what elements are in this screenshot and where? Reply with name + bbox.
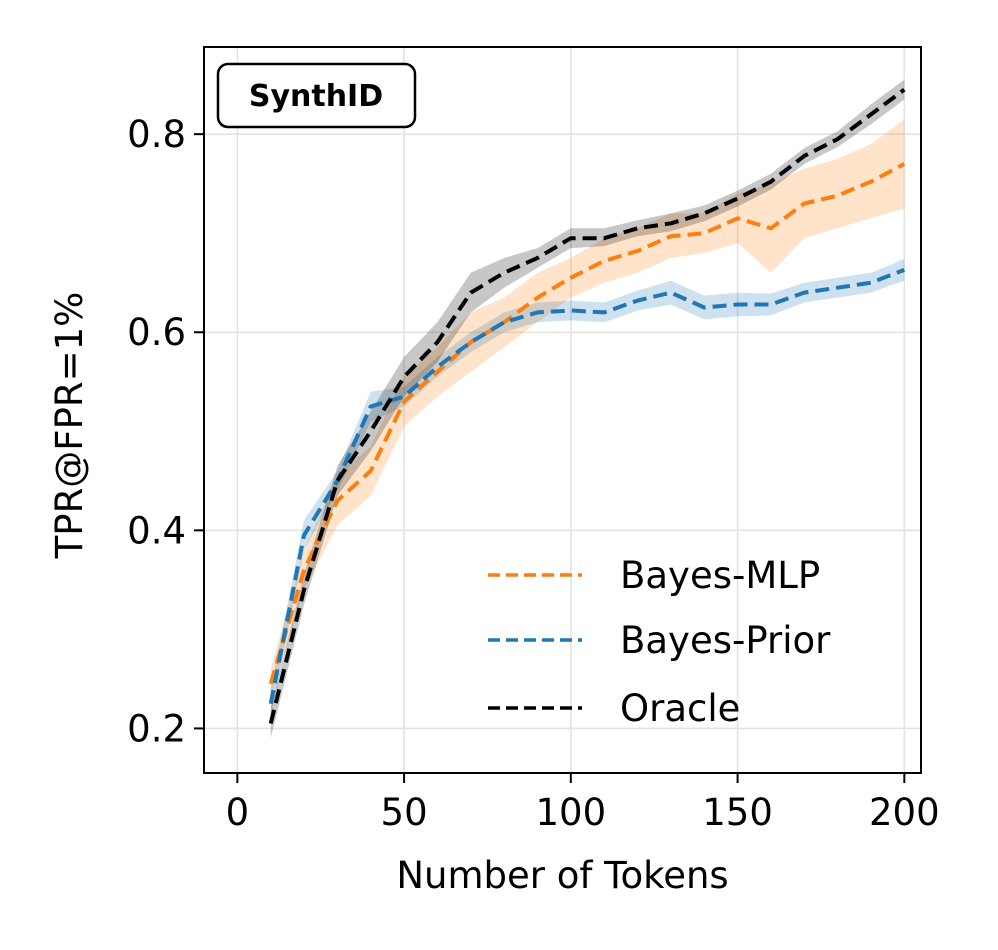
band-bayes-mlp bbox=[270, 119, 905, 699]
series-lines bbox=[268, 87, 906, 724]
x-axis-label: Number of Tokens bbox=[396, 854, 728, 897]
plot-frame bbox=[203, 46, 922, 774]
series-line-oracle bbox=[268, 87, 906, 724]
method-badge: SynthID bbox=[216, 62, 417, 129]
x-tick-label: 0 bbox=[226, 791, 250, 834]
legend-label-oracle: Oracle bbox=[620, 687, 740, 730]
x-tick-label: 100 bbox=[536, 791, 607, 834]
y-tick-label: 0.2 bbox=[127, 707, 186, 750]
y-tick-label: 0.4 bbox=[127, 509, 186, 552]
x-tick-label: 50 bbox=[381, 791, 428, 834]
grid bbox=[204, 47, 921, 773]
x-tick-label: 150 bbox=[702, 791, 773, 834]
y-tick-label: 0.6 bbox=[127, 311, 186, 354]
y-tick-label: 0.8 bbox=[127, 113, 186, 156]
badge-label: SynthID bbox=[249, 79, 383, 114]
badge-box bbox=[216, 62, 417, 129]
legend: Bayes-MLP Bayes-Prior Oracle bbox=[488, 554, 831, 730]
y-axis-label: TPR@FPR=1% bbox=[48, 292, 91, 560]
x-axis-ticks: 0 50 100 150 200 bbox=[226, 773, 940, 834]
legend-label-bayes-prior: Bayes-Prior bbox=[620, 619, 831, 662]
x-tick-label: 200 bbox=[869, 791, 940, 834]
legend-label-bayes-mlp: Bayes-MLP bbox=[620, 554, 820, 597]
series-line-bayes-prior bbox=[268, 268, 906, 705]
y-axis-ticks: 0.2 0.4 0.6 0.8 bbox=[127, 113, 204, 750]
series-line-bayes-mlp bbox=[268, 162, 906, 685]
